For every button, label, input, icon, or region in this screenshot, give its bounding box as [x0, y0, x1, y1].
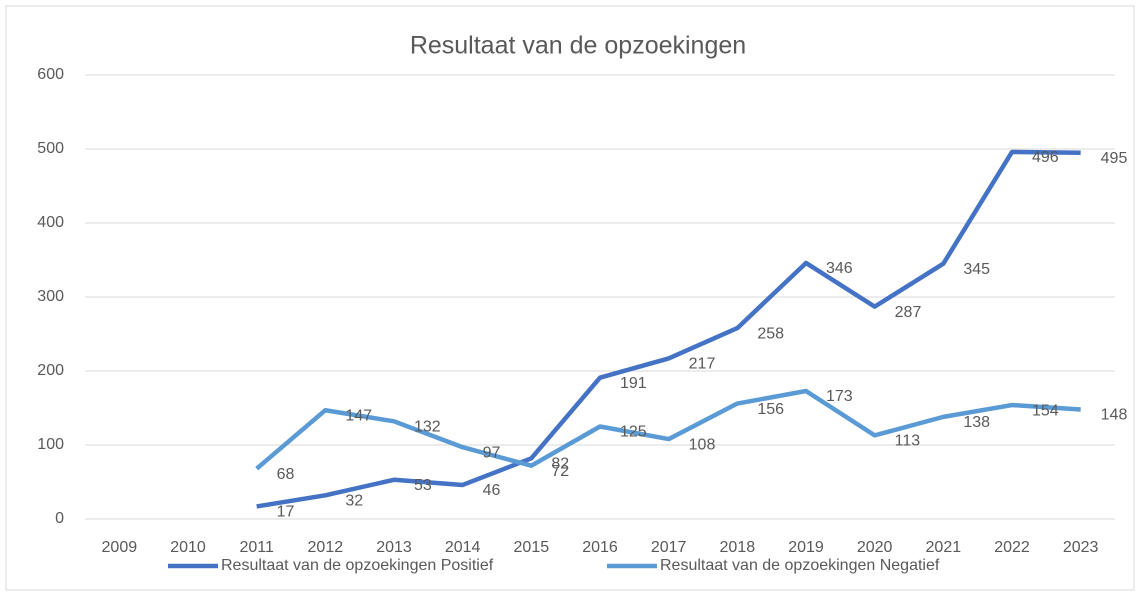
legend-label: Resultaat van de opzoekingen Positief	[221, 557, 494, 574]
data-label: 68	[277, 466, 295, 483]
legend-label: Resultaat van de opzoekingen Negatief	[660, 557, 940, 574]
series-line	[256, 149, 1081, 509]
data-label: 53	[414, 477, 432, 494]
data-label: 138	[963, 414, 990, 431]
x-tick-label: 2018	[720, 539, 756, 556]
x-tick-label: 2010	[170, 539, 206, 556]
x-tick-label: 2023	[1063, 539, 1099, 556]
series-line	[255, 388, 1081, 471]
y-tick-label: 500	[37, 140, 64, 157]
data-label: 72	[551, 463, 569, 480]
data-label: 97	[483, 444, 501, 461]
x-tick-label: 2012	[308, 539, 344, 556]
y-tick-label: 200	[37, 362, 64, 379]
data-label: 154	[1032, 402, 1059, 419]
y-tick-label: 300	[37, 288, 64, 305]
x-tick-label: 2011	[239, 539, 274, 556]
y-tick-label: 100	[37, 436, 64, 453]
x-tick-label: 2014	[445, 539, 481, 556]
x-tick-label: 2020	[857, 539, 893, 556]
data-label: 132	[414, 419, 441, 436]
data-label: 191	[620, 375, 647, 392]
x-tick-label: 2015	[514, 539, 550, 556]
y-tick-label: 0	[55, 510, 64, 527]
data-label: 495	[1101, 150, 1128, 167]
x-tick-label: 2019	[788, 539, 824, 556]
chart-border	[5, 5, 1135, 591]
data-label: 125	[620, 424, 647, 441]
data-label: 32	[345, 493, 363, 510]
x-tick-label: 2009	[102, 539, 138, 556]
data-label: 46	[483, 482, 501, 499]
x-tick-label: 2022	[994, 539, 1030, 556]
data-label: 258	[757, 325, 784, 342]
data-label: 496	[1032, 149, 1059, 166]
data-label: 148	[1101, 407, 1128, 424]
data-label: 345	[963, 261, 990, 278]
data-label: 82	[551, 456, 569, 473]
y-tick-label: 600	[37, 66, 64, 83]
data-label: 108	[689, 436, 716, 453]
data-label: 287	[895, 304, 922, 321]
data-label: 346	[826, 260, 853, 277]
data-label: 147	[345, 407, 372, 424]
data-label: 173	[826, 388, 853, 405]
y-tick-label: 400	[37, 214, 64, 231]
x-tick-label: 2021	[926, 539, 962, 556]
x-tick-label: 2016	[582, 539, 618, 556]
x-tick-label: 2017	[651, 539, 687, 556]
data-label: 217	[689, 356, 716, 373]
chart-title: Resultaat van de opzoekingen	[410, 32, 746, 60]
x-tick-label: 2013	[376, 539, 412, 556]
data-label: 113	[895, 433, 921, 450]
data-label: 156	[757, 401, 784, 418]
data-label: 17	[277, 504, 295, 521]
